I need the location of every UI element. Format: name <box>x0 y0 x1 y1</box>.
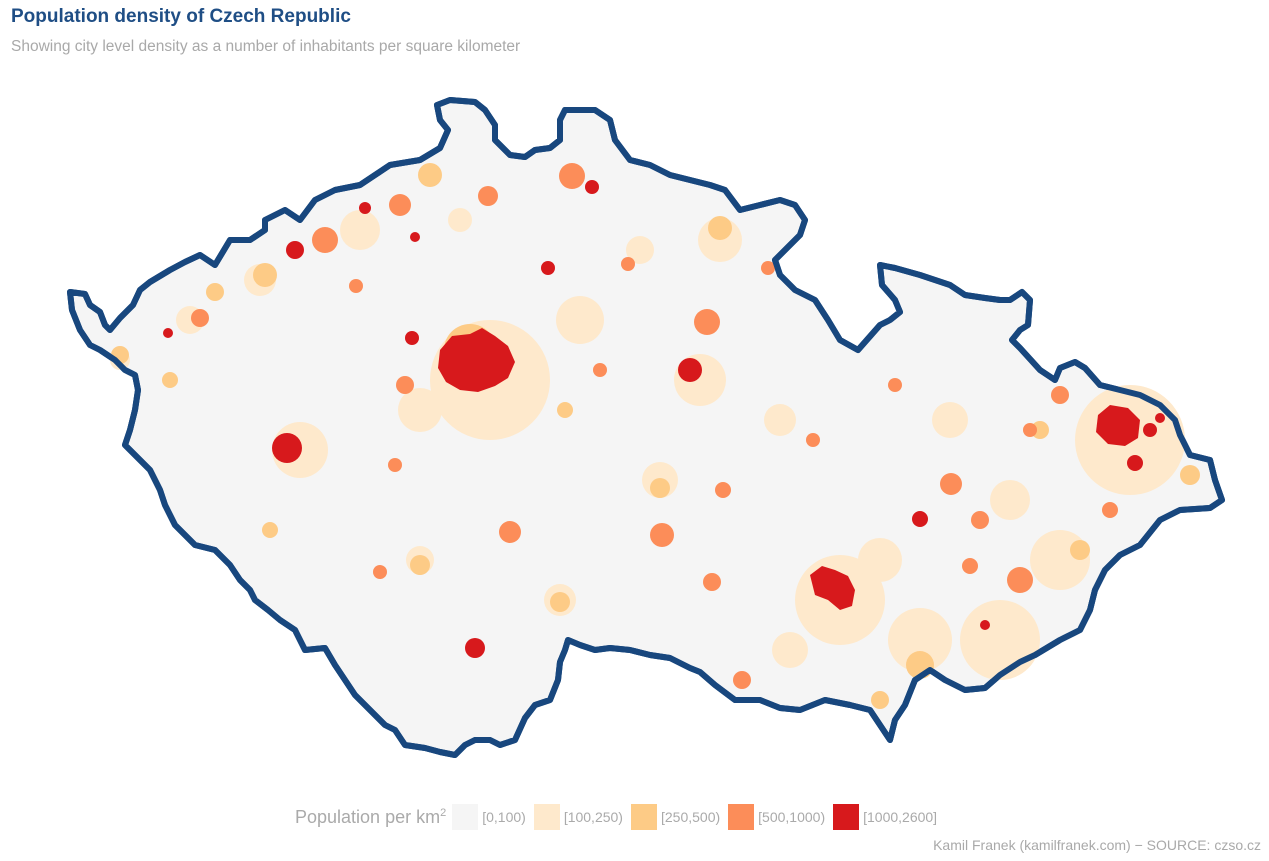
legend-label: [1000,2600] <box>863 809 938 825</box>
chart-subtitle: Showing city level density as a number o… <box>11 38 521 55</box>
legend-label: [100,250) <box>563 809 623 825</box>
legend-title: Population per km2 <box>295 806 447 827</box>
legend-item: [1000,2600] <box>833 804 937 830</box>
region-ostrava <box>1096 405 1140 446</box>
legend: Population per km2 [0,100) [100,250) [25… <box>295 802 945 832</box>
chart-title: Population density of Czech Republic <box>11 6 351 27</box>
legend-label: [0,100) <box>482 809 526 825</box>
legend-label: [500,1000) <box>758 809 826 825</box>
region-prague <box>438 328 515 392</box>
region-brno <box>810 566 855 610</box>
legend-swatch <box>728 804 755 830</box>
legend-swatch <box>833 804 860 830</box>
legend-item: [250,500) <box>630 804 721 830</box>
legend-label: [250,500) <box>660 809 721 825</box>
legend-item: [0,100) <box>452 804 526 830</box>
source-caption: Kamil Franek (kamilfranek.com) − SOURCE:… <box>933 837 1261 853</box>
legend-item: [100,250) <box>533 804 623 830</box>
legend-swatch <box>630 804 657 830</box>
legend-item: [500,1000) <box>728 804 825 830</box>
legend-swatch <box>533 804 560 830</box>
density-layer-500-1000 <box>191 163 1118 689</box>
density-layer-1000-2600 <box>163 180 1165 658</box>
country-border <box>67 97 1225 758</box>
legend-swatch <box>452 804 479 830</box>
